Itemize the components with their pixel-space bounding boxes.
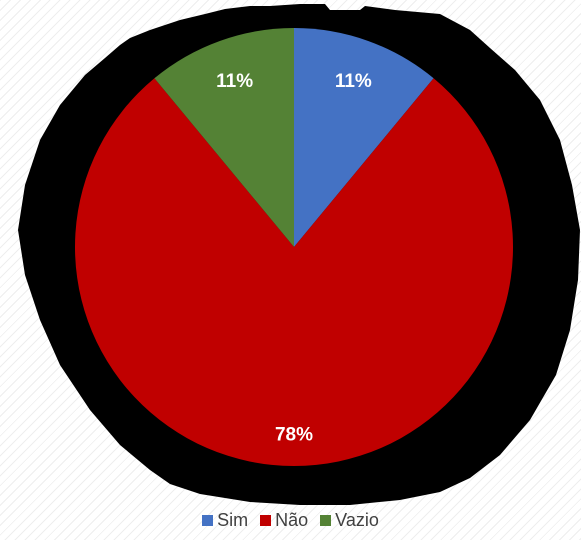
pie-slice-nao: [74, 78, 513, 467]
legend-label-vazio: Vazio: [335, 510, 379, 530]
data-label-nao: 78%: [275, 424, 313, 445]
legend-label-nao: Não: [275, 510, 309, 530]
data-label-sim: 11%: [335, 71, 372, 92]
legend-label-sim: Sim: [217, 510, 249, 530]
legend-swatch-vazio: [320, 515, 332, 526]
legend-item-sim: Sim: [202, 510, 248, 531]
legend-item-vazio: Vazio: [320, 510, 379, 531]
pie-slices: [74, 28, 513, 467]
data-label-vazio: 11%: [216, 71, 253, 92]
pie-slice-vazio: [154, 28, 294, 247]
legend: Sim Não Vazio: [0, 510, 581, 531]
pie-data-labels: 11% 78% 11%: [216, 71, 372, 445]
pie-slice-sim: [294, 28, 434, 247]
legend-item-nao: Não: [260, 510, 308, 531]
legend-swatch-sim: [202, 515, 214, 526]
legend-swatch-nao: [260, 515, 272, 526]
